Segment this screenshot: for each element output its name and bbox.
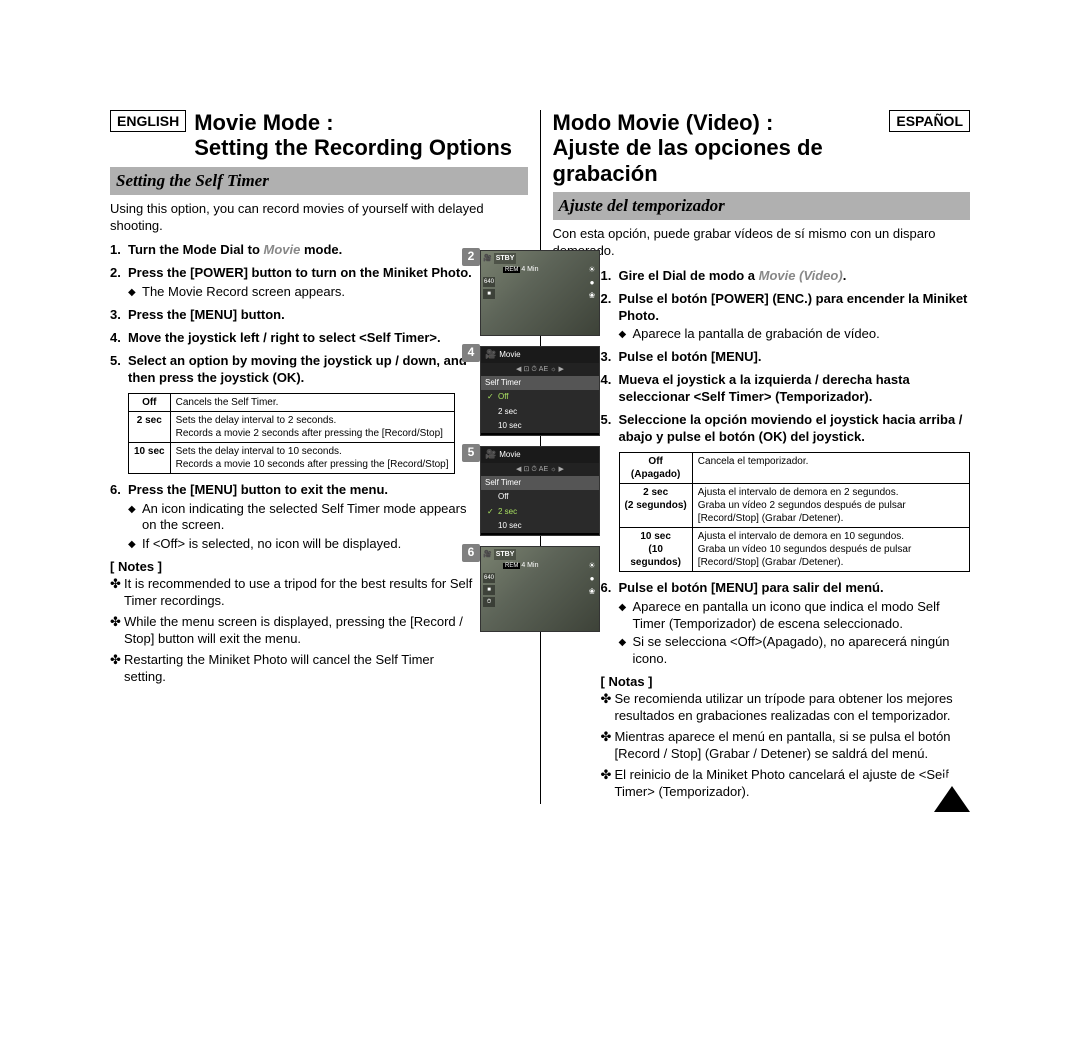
notes-list-es: Se recomienda utilizar un trípode para o… [553,691,971,800]
step-text: Seleccione la opción moviendo el joystic… [619,412,963,444]
table-row: Off (Apagado)Cancela el temporizador. [619,452,970,483]
steps-en: Turn the Mode Dial to Movie mode. Press … [110,242,528,386]
note-item: It is recommended to use a tripod for th… [124,576,476,610]
steps-es-cont: Pulse el botón [MENU] para salir del men… [553,580,971,668]
step-text: Turn the Mode Dial to Movie mode. [128,242,342,257]
intro-en: Using this option, you can record movies… [110,201,528,235]
step-text: Press the [MENU] button. [128,307,285,322]
table-row: 10 secSets the delay interval to 10 seco… [129,442,455,473]
step-en-1: Turn the Mode Dial to Movie mode. [128,242,476,259]
title-row: Modo Movie (Video) : Ajuste de las opcio… [553,110,971,186]
page-number-badge: 101 [934,786,970,812]
table-row: OffCancels the Self Timer. [129,393,455,411]
step-en-5: Select an option by moving the joystick … [128,353,476,387]
page-columns: ENGLISH Movie Mode : Setting the Recordi… [110,110,970,804]
table-row: 2 sec (2 segundos)Ajusta el intervalo de… [619,483,970,527]
title-english: Movie Mode : Setting the Recording Optio… [194,110,512,161]
step-text: Pulse el botón [MENU] para salir del men… [619,580,884,595]
options-table-en: OffCancels the Self Timer. 2 secSets the… [128,393,455,474]
note-item: Se recomienda utilizar un trípode para o… [615,691,971,725]
step-text: Pulse el botón [MENU]. [619,349,762,364]
column-spanish: Modo Movie (Video) : Ajuste de las opcio… [541,110,971,804]
steps-en-cont: Press the [MENU] button to exit the menu… [110,482,528,554]
step-en-2: Press the [POWER] button to turn on the … [128,265,476,301]
step-text: Gire el Dial de modo a Movie (Video). [619,268,847,283]
sub-bullet: Aparece la pantalla de grabación de víde… [619,326,971,343]
table-row: 10 sec (10 segundos)Ajusta el intervalo … [619,527,970,571]
step-es-2: Pulse el botón [POWER] (ENC.) para encen… [619,291,971,344]
intro-es: Con esta opción, puede grabar vídeos de … [553,226,971,260]
step-en-3: Press the [MENU] button. [128,307,476,324]
step-en-4: Move the joystick left / right to select… [128,330,476,347]
step-text: Move the joystick left / right to select… [128,330,441,345]
options-table-es: Off (Apagado)Cancela el temporizador. 2 … [619,452,971,572]
lang-badge-english: ENGLISH [110,110,186,132]
sub-bullet: The Movie Record screen appears. [128,284,476,301]
section-heading-es: Ajuste del temporizador [553,192,971,220]
step-es-3: Pulse el botón [MENU]. [619,349,971,366]
title-row: ENGLISH Movie Mode : Setting the Recordi… [110,110,528,161]
step-text: Select an option by moving the joystick … [128,353,467,385]
steps-es: Gire el Dial de modo a Movie (Video). Pu… [553,268,971,446]
notes-heading-en: [ Notes ] [110,559,528,576]
step-en-6: Press the [MENU] button to exit the menu… [128,482,476,554]
triangle-icon: 101 [934,786,970,812]
step-text: Pulse el botón [POWER] (ENC.) para encen… [619,291,968,323]
title-spanish: Modo Movie (Video) : Ajuste de las opcio… [553,110,882,186]
sub-bullet: Si se selecciona <Off>(Apagado), no apar… [619,634,971,668]
table-row: 2 secSets the delay interval to 2 second… [129,411,455,442]
section-heading-en: Setting the Self Timer [110,167,528,195]
note-item: Mientras aparece el menú en pantalla, si… [615,729,971,763]
step-es-5: Seleccione la opción moviendo el joystic… [619,412,971,446]
step-text: Press the [MENU] button to exit the menu… [128,482,388,497]
note-item: Restarting the Miniket Photo will cancel… [124,652,476,686]
note-item: While the menu screen is displayed, pres… [124,614,476,648]
page-number: 101 [942,768,962,784]
lang-badge-spanish: ESPAÑOL [889,110,970,132]
step-es-4: Mueva el joystick a la izquierda / derec… [619,372,971,406]
sub-bullet: If <Off> is selected, no icon will be di… [128,536,476,553]
step-text: Press the [POWER] button to turn on the … [128,265,472,280]
sub-bullet: Aparece en pantalla un icono que indica … [619,599,971,633]
column-english: ENGLISH Movie Mode : Setting the Recordi… [110,110,540,804]
step-es-6: Pulse el botón [MENU] para salir del men… [619,580,971,668]
notes-heading-es: [ Notas ] [553,674,971,691]
sub-bullet: An icon indicating the selected Self Tim… [128,501,476,535]
step-es-1: Gire el Dial de modo a Movie (Video). [619,268,971,285]
step-text: Mueva el joystick a la izquierda / derec… [619,372,910,404]
note-item: El reinicio de la Miniket Photo cancelar… [615,767,971,801]
notes-list-en: It is recommended to use a tripod for th… [110,576,528,685]
